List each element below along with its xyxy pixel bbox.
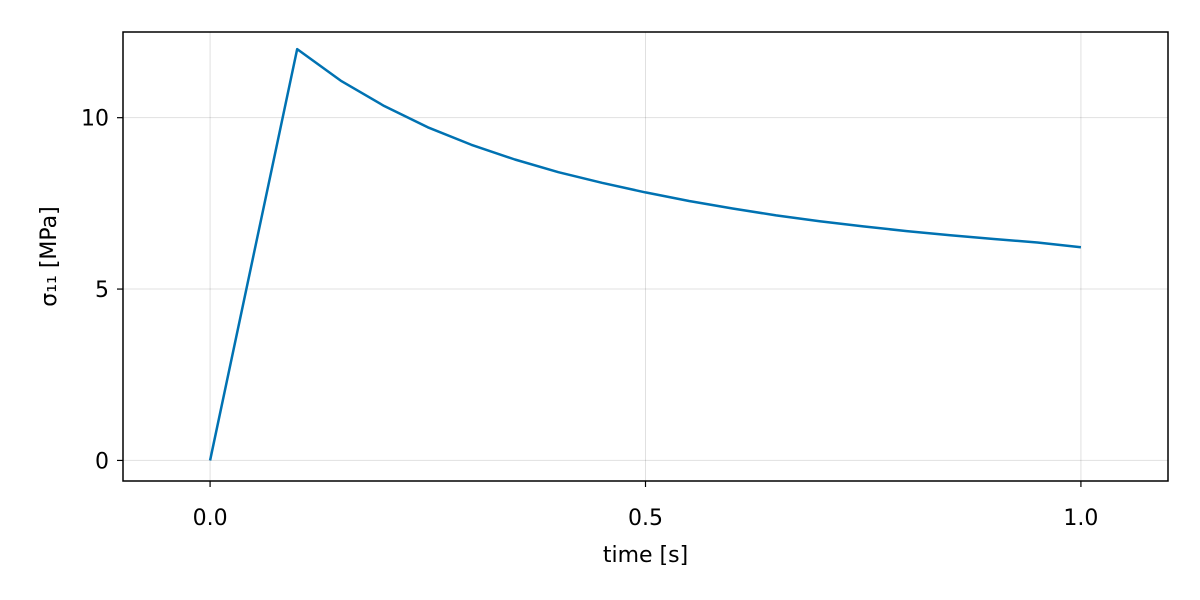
y-tick-label: 5 xyxy=(95,278,109,303)
x-tick-label: 0.0 xyxy=(193,506,228,531)
grid xyxy=(123,32,1168,481)
y-axis-label: σ₁₁ [MPa] xyxy=(37,206,62,306)
x-tick-label: 0.5 xyxy=(628,506,663,531)
x-axis-label: time [s] xyxy=(603,543,688,568)
series-layer xyxy=(208,47,1082,461)
series-line xyxy=(208,47,1082,461)
ticks: 0.0 0.5 1.0 0 5 10 xyxy=(81,107,1098,531)
y-tick-label: 0 xyxy=(95,449,109,474)
y-tick-label: 10 xyxy=(81,107,109,132)
x-tick-label: 1.0 xyxy=(1063,506,1098,531)
